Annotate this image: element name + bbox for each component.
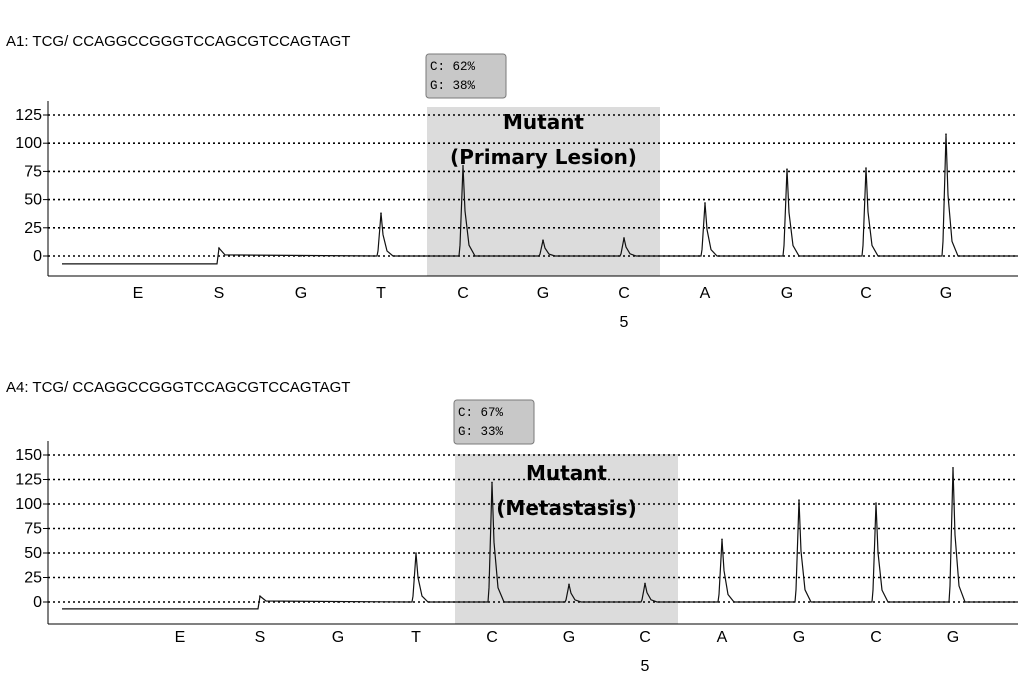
peak-point [875,502,877,504]
peak-point [218,247,220,249]
x-category-label: C [870,629,882,646]
x-category-label: G [295,285,307,302]
allele-percent-line: C: 67% [458,406,504,420]
y-tick-label: 100 [15,135,42,152]
y-tick-label: 0 [33,248,42,265]
mutant-annotation: (Primary Lesion) [450,145,637,169]
x-category-label: C [639,629,651,646]
y-tick-label: 150 [15,447,42,464]
pyrogram-panel-1: A1: TCG/ CCAGGCCGGGTCCAGCGTCCAGTAGT C: 62… [6,33,1018,331]
allele-percent-box [425,53,507,99]
peak-point [623,237,625,239]
peak-point [259,595,261,597]
mutant-annotation: Mutant [503,110,584,134]
peak-point [704,202,706,204]
x-category-label: A [717,629,728,646]
pyrogram-trace [62,467,1018,610]
x-category-label: T [411,629,421,646]
x-category-label: C [860,285,872,302]
y-tick-label: 75 [24,163,42,180]
peak-point [721,538,723,541]
peak-point [542,239,544,242]
peak-point [415,552,417,554]
x-category-label: C [618,285,630,302]
peak-point [179,601,181,603]
mutant-highlight-region [427,107,660,276]
y-tick-label: 75 [24,521,42,538]
y-tick-label: 125 [15,472,42,489]
peak-point [865,167,867,169]
x-category-label: G [940,285,952,302]
allele-percent-line: G: 33% [458,425,504,439]
peak-point [300,255,302,257]
sequence-title: A4: TCG/ CCAGGCCGGGTCCAGCGTCCAGTAGT [6,379,350,396]
x-category-label: G [781,285,793,302]
peak-point [786,168,788,170]
x-category-label: C [486,629,498,646]
pyrogram-trace [62,134,1018,265]
x-category-label: S [255,629,266,646]
peak-point [462,164,464,167]
y-tick-label: 0 [33,594,42,611]
peak-point [644,582,646,585]
allele-percent-line: C: 62% [430,60,476,74]
x-category-label: G [332,629,344,646]
peak-point [945,133,947,135]
mutant-annotation: (Metastasis) [496,496,636,520]
y-tick-label: 25 [24,570,42,587]
position-label: 5 [641,658,650,675]
x-category-label: G [563,629,575,646]
y-tick-label: 100 [15,496,42,513]
y-tick-label: 50 [24,545,42,562]
peak-point [380,212,382,214]
allele-percent-line: G: 38% [430,79,476,93]
mutant-annotation: Mutant [526,461,607,485]
x-category-label: T [376,285,386,302]
x-category-label: G [947,629,959,646]
x-category-label: G [793,629,805,646]
x-category-label: S [214,285,225,302]
peak-point [337,601,339,603]
x-category-label: C [457,285,469,302]
x-category-label: G [537,285,549,302]
y-tick-label: 50 [24,192,42,209]
x-category-label: E [175,629,186,646]
y-tick-label: 125 [15,107,42,124]
peak-point [568,583,570,586]
position-label: 5 [620,314,629,331]
peak-point [137,255,139,257]
peak-point [491,481,493,484]
x-category-label: A [700,285,711,302]
allele-percent-box [453,399,535,445]
peak-point [798,499,800,501]
y-tick-label: 25 [24,220,42,237]
pyrogram-panel-2: A4: TCG/ CCAGGCCGGGTCCAGCGTCCAGTAGT C: 67… [6,379,1018,675]
sequence-title: A1: TCG/ CCAGGCCGGGTCCAGCGTCCAGTAGT [6,33,350,50]
peak-point [952,466,954,469]
x-category-label: E [133,285,144,302]
